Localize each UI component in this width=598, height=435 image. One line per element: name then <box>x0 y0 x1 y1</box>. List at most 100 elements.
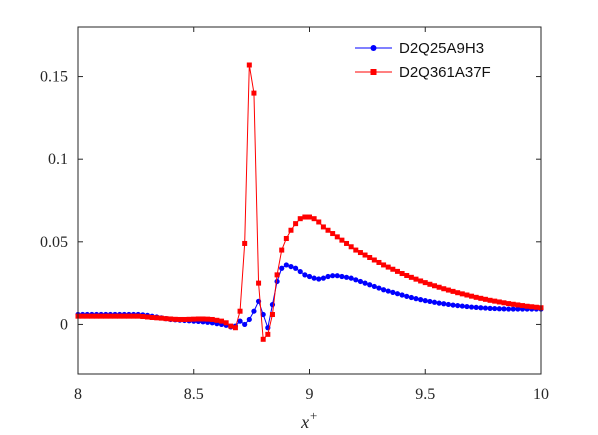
data-point-d2q361a37f <box>371 257 377 263</box>
data-point-d2q361a37f <box>487 297 493 303</box>
data-point-d2q361a37f <box>242 240 248 246</box>
data-point-d2q25a9h3 <box>422 298 428 304</box>
data-point-d2q25a9h3 <box>343 274 350 280</box>
data-point-d2q361a37f <box>394 268 400 274</box>
data-point-d2q25a9h3 <box>394 291 401 297</box>
data-point-d2q25a9h3 <box>404 293 410 299</box>
data-point-d2q25a9h3 <box>478 305 484 311</box>
data-point-d2q361a37f <box>529 304 535 310</box>
data-point-d2q361a37f <box>94 313 100 319</box>
data-point-d2q25a9h3 <box>487 305 493 312</box>
data-point-d2q361a37f <box>432 283 438 289</box>
data-point-d2q25a9h3 <box>316 276 322 282</box>
data-point-d2q25a9h3 <box>385 288 391 294</box>
data-point-d2q361a37f <box>510 301 516 307</box>
data-point-d2q361a37f <box>464 292 470 298</box>
data-point-d2q361a37f <box>200 316 206 322</box>
data-point-d2q25a9h3 <box>357 278 364 285</box>
data-point-d2q361a37f <box>195 316 201 322</box>
data-point-d2q25a9h3 <box>353 277 359 283</box>
data-point-d2q361a37f <box>228 323 234 329</box>
data-point-d2q25a9h3 <box>242 321 248 328</box>
data-point-d2q361a37f <box>311 216 317 222</box>
data-point-d2q361a37f <box>107 313 113 319</box>
data-point-d2q361a37f <box>496 299 502 305</box>
data-point-d2q361a37f <box>246 62 252 68</box>
data-point-d2q361a37f <box>98 313 104 319</box>
data-point-d2q361a37f <box>408 274 414 280</box>
data-point-d2q361a37f <box>209 316 215 322</box>
data-point-d2q25a9h3 <box>334 273 340 279</box>
data-point-d2q361a37f <box>121 313 127 319</box>
data-point-d2q25a9h3 <box>501 306 507 312</box>
data-point-d2q25a9h3 <box>325 273 331 280</box>
data-point-d2q361a37f <box>177 316 183 322</box>
data-point-d2q25a9h3 <box>279 265 285 271</box>
data-point-d2q361a37f <box>269 312 275 318</box>
data-point-d2q361a37f <box>181 316 187 322</box>
data-point-d2q25a9h3 <box>515 306 521 312</box>
data-point-d2q361a37f <box>112 313 118 319</box>
data-point-d2q25a9h3 <box>237 318 243 324</box>
data-point-d2q361a37f <box>131 313 137 319</box>
data-point-d2q25a9h3 <box>505 306 512 312</box>
axis-ticks: 8 8.5 9 9.5 10 0 0.05 0.1 0.15 <box>40 27 549 403</box>
data-point-d2q361a37f <box>455 290 461 296</box>
x-tick-label: 10 <box>533 386 549 403</box>
x-axis-label-text: x <box>300 412 309 432</box>
data-point-d2q25a9h3 <box>431 299 438 305</box>
data-point-d2q361a37f <box>191 316 197 322</box>
data-point-d2q361a37f <box>237 308 243 314</box>
data-point-d2q25a9h3 <box>380 287 387 293</box>
data-point-d2q361a37f <box>385 264 391 270</box>
data-point-d2q361a37f <box>450 288 456 294</box>
data-point-d2q25a9h3 <box>413 296 419 302</box>
data-point-d2q361a37f <box>459 291 465 297</box>
x-tick-label: 9 <box>306 386 314 403</box>
data-point-d2q25a9h3 <box>251 308 257 314</box>
data-point-d2q361a37f <box>205 316 211 322</box>
data-point-d2q361a37f <box>283 236 289 242</box>
data-point-d2q25a9h3 <box>408 294 414 301</box>
data-point-d2q25a9h3 <box>348 275 354 281</box>
data-point-d2q25a9h3 <box>418 297 424 303</box>
data-point-d2q361a37f <box>330 231 336 237</box>
legend: D2Q25A9H3 D2Q361A37F <box>349 37 531 83</box>
data-point-d2q361a37f <box>367 255 373 261</box>
data-point-d2q361a37f <box>362 252 368 258</box>
data-point-d2q25a9h3 <box>441 301 447 307</box>
data-point-d2q25a9h3 <box>371 283 377 290</box>
data-point-d2q361a37f <box>501 300 507 306</box>
data-point-d2q361a37f <box>524 303 530 309</box>
data-point-d2q25a9h3 <box>260 311 266 318</box>
data-point-d2q361a37f <box>307 214 312 220</box>
data-point-d2q361a37f <box>256 280 262 286</box>
data-point-d2q361a37f <box>219 318 225 324</box>
data-point-d2q361a37f <box>279 247 285 253</box>
x-tick-label: 8 <box>74 386 82 403</box>
legend-entry-d2q25a9h3: D2Q25A9H3 <box>355 40 484 57</box>
data-point-d2q25a9h3 <box>306 273 313 280</box>
data-point-d2q361a37f <box>399 271 405 277</box>
data-point-d2q361a37f <box>404 273 410 279</box>
data-point-d2q25a9h3 <box>468 304 475 310</box>
data-point-d2q25a9h3 <box>246 316 252 323</box>
data-point-d2q25a9h3 <box>436 300 442 306</box>
data-point-d2q361a37f <box>320 224 326 230</box>
data-point-d2q361a37f <box>381 262 387 268</box>
data-point-d2q361a37f <box>422 280 428 286</box>
data-point-d2q25a9h3 <box>302 272 308 278</box>
data-point-d2q361a37f <box>103 313 109 319</box>
data-point-d2q361a37f <box>214 317 220 323</box>
data-point-d2q361a37f <box>436 284 442 290</box>
data-point-d2q361a37f <box>441 286 447 292</box>
data-point-d2q361a37f <box>158 315 164 321</box>
legend-entry-d2q361a37f: D2Q361A37F <box>355 64 491 81</box>
data-point-d2q361a37f <box>325 227 331 233</box>
data-point-d2q25a9h3 <box>450 302 456 308</box>
data-point-d2q25a9h3 <box>288 263 294 270</box>
data-point-d2q361a37f <box>334 234 340 240</box>
data-point-d2q361a37f <box>117 313 123 319</box>
x-tick-label: 9.5 <box>415 386 435 403</box>
